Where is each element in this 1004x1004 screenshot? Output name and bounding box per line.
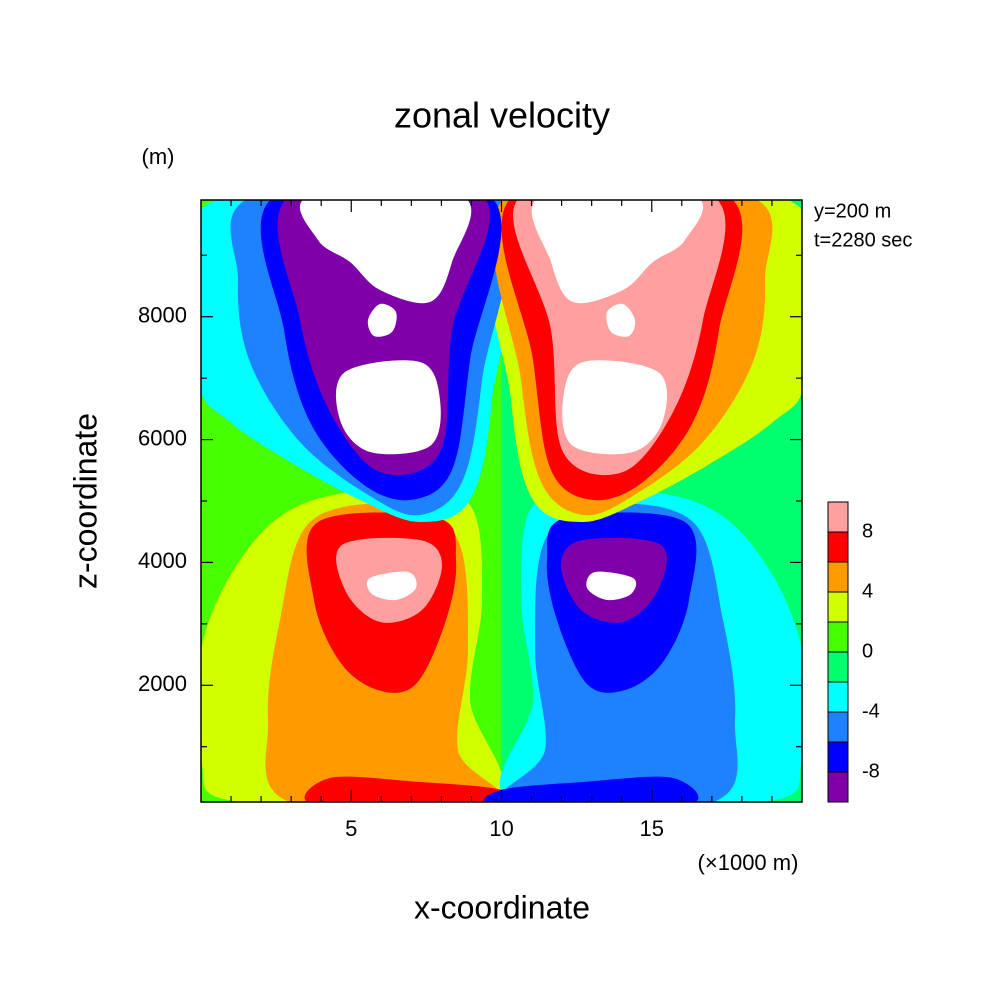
- contour-region: [562, 360, 668, 455]
- y-tick-label: 8000: [138, 303, 187, 328]
- y-tick-label: 2000: [138, 671, 187, 696]
- contour-region: [304, 776, 520, 802]
- x-tick-label: 15: [640, 816, 664, 841]
- colorbar-label: -8: [862, 760, 880, 782]
- annotation: y=200 m: [814, 200, 891, 222]
- contour-region: [367, 303, 397, 337]
- y-unit: (m): [142, 144, 175, 169]
- y-axis-label: z-coordinate: [67, 413, 103, 589]
- x-axis-label: x-coordinate: [414, 889, 590, 925]
- colorbar-swatch: [827, 621, 849, 653]
- chart-title: zonal velocity: [394, 95, 610, 136]
- colorbar-label: 0: [862, 640, 873, 662]
- contour-region: [531, 200, 704, 304]
- colorbar-swatch: [827, 681, 849, 713]
- colorbar-swatch: [827, 561, 849, 593]
- colorbar-swatch: [827, 741, 849, 773]
- contour-region: [606, 303, 636, 337]
- contour-region: [299, 200, 472, 304]
- colorbar-swatch: [827, 651, 849, 683]
- colorbar-swatch: [827, 501, 849, 533]
- contour-field: [201, 200, 802, 802]
- colorbar-label: 4: [862, 580, 873, 602]
- x-unit: (×1000 m): [698, 850, 799, 875]
- annotation: t=2280 sec: [814, 229, 912, 251]
- x-tick-label: 10: [489, 816, 513, 841]
- colorbar-swatch: [827, 771, 849, 803]
- contour-region: [366, 571, 417, 601]
- contour-region: [586, 571, 637, 601]
- colorbar-swatch: [827, 711, 849, 743]
- colorbar-label: 8: [862, 520, 873, 542]
- y-tick-label: 4000: [138, 548, 187, 573]
- contour-region: [483, 776, 699, 802]
- colorbar-swatch: [827, 531, 849, 563]
- y-tick-label: 6000: [138, 425, 187, 450]
- contour-region: [335, 360, 441, 455]
- colorbar-swatch: [827, 591, 849, 623]
- x-tick-label: 5: [345, 816, 357, 841]
- colorbar-label: -4: [862, 700, 880, 722]
